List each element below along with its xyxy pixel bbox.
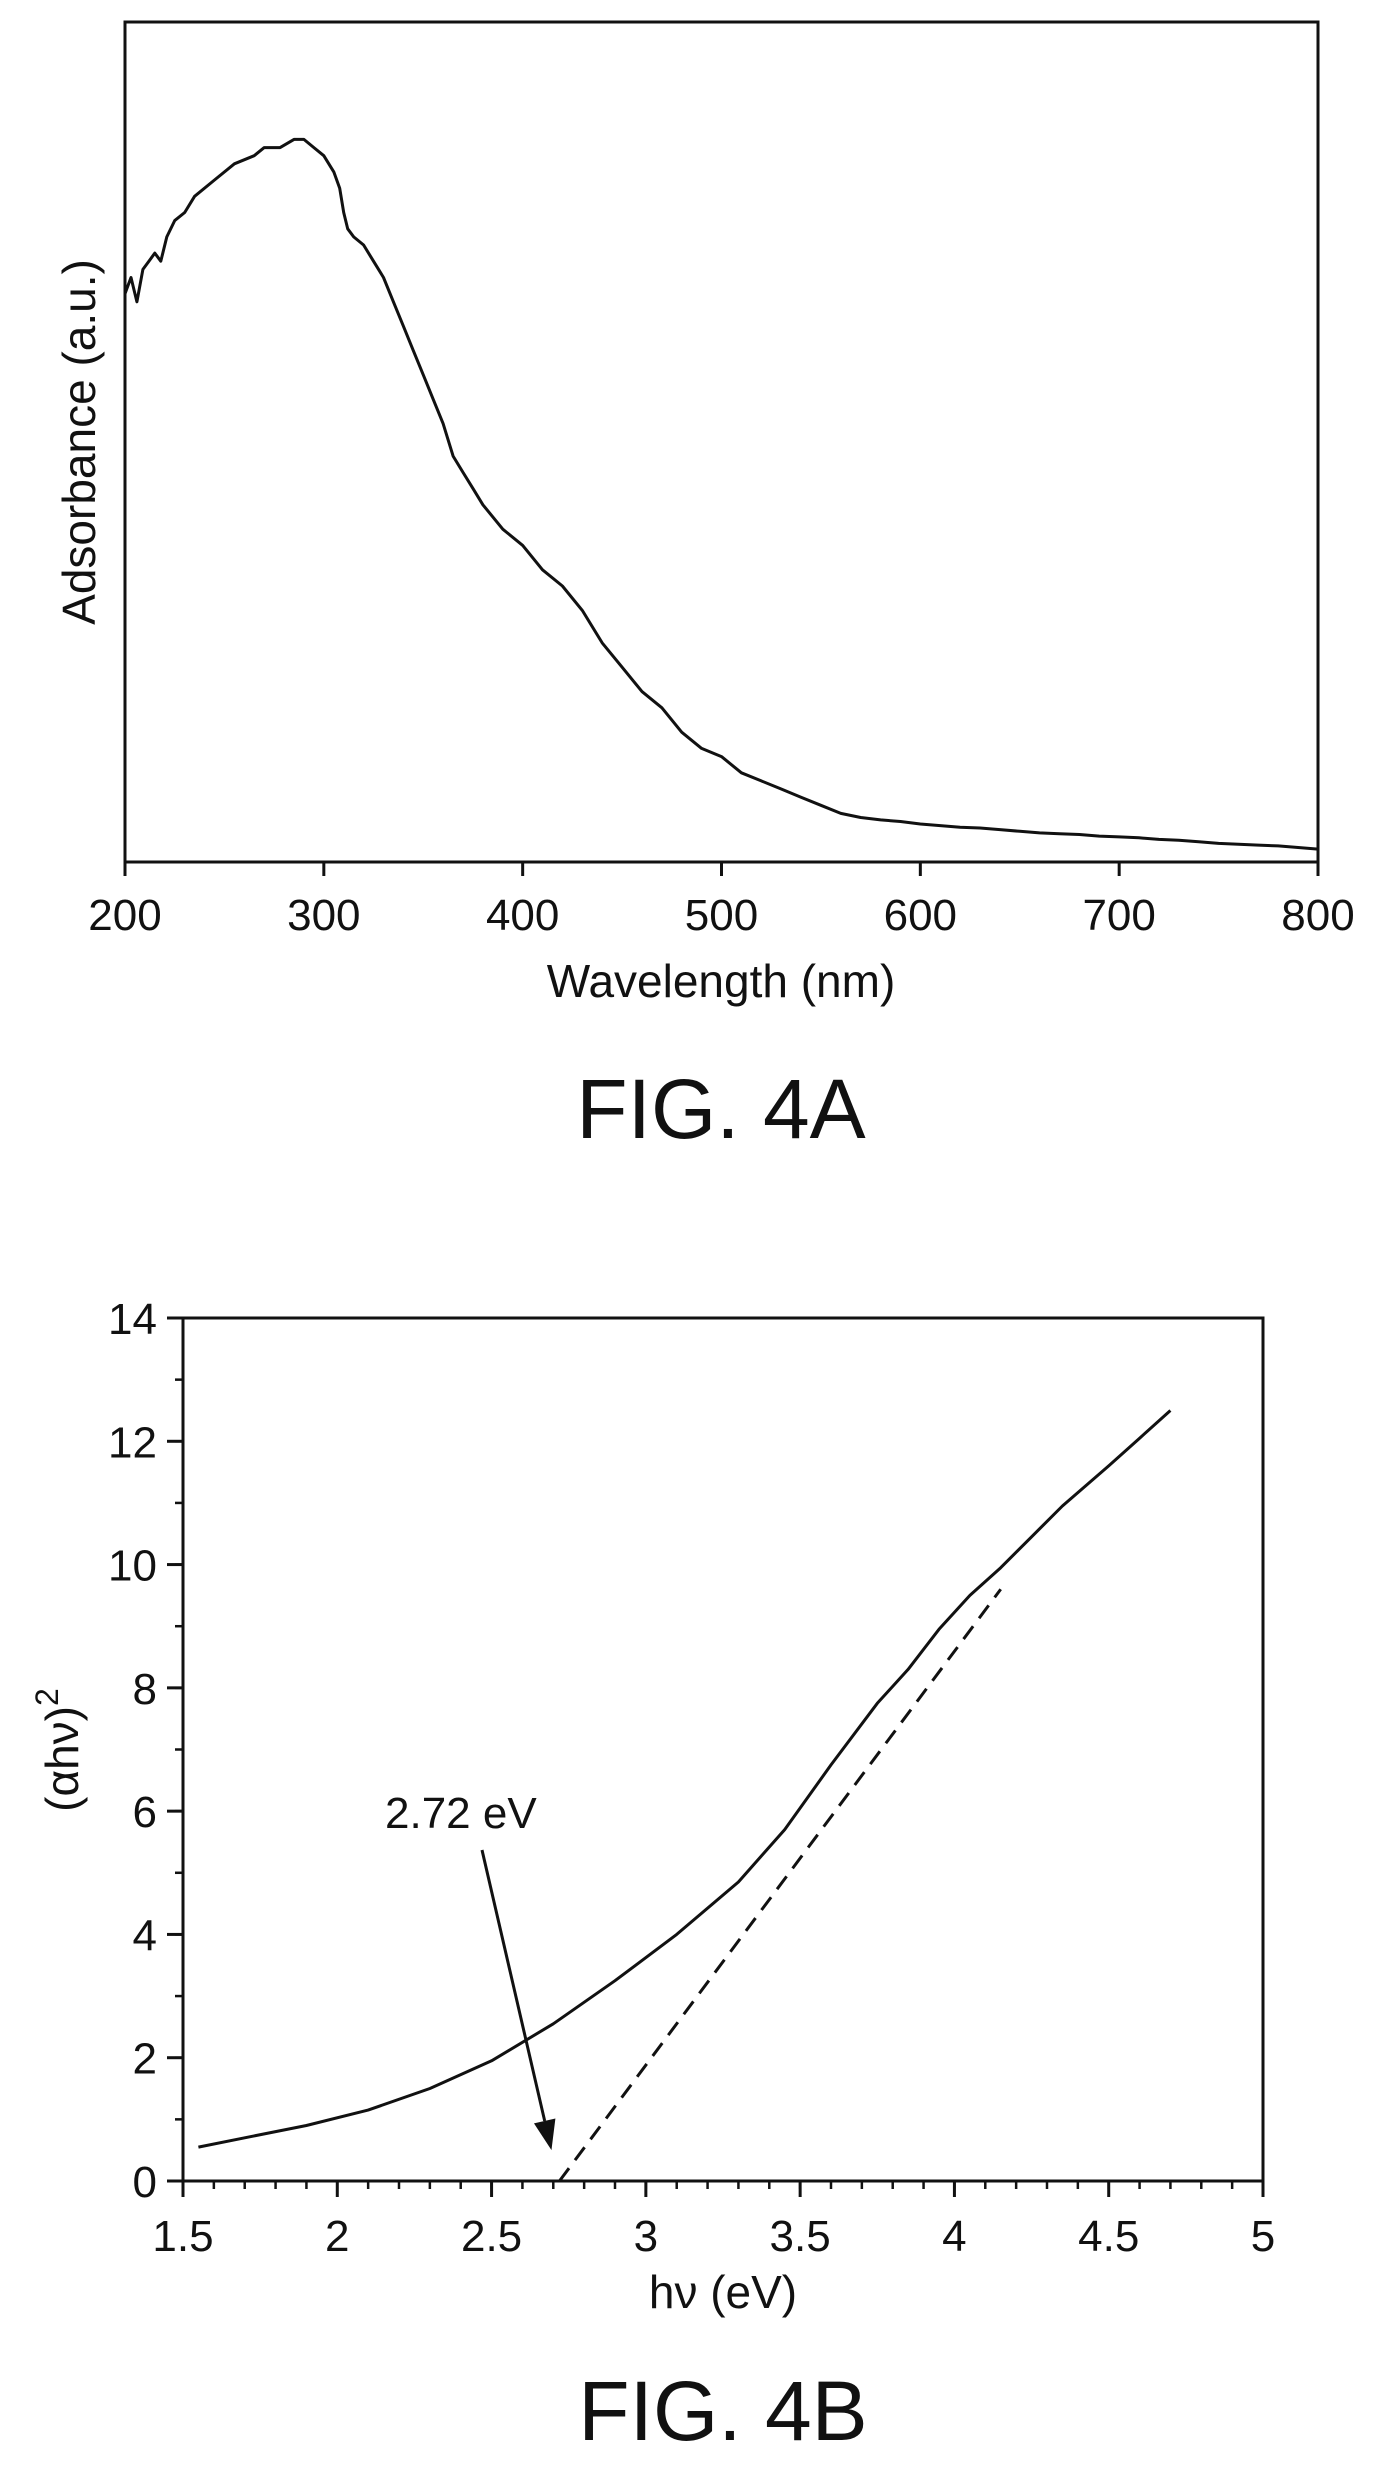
fig4b-caption: FIG. 4B [578,2364,867,2458]
fig4a-x-tick-label: 400 [486,891,559,940]
fig4a-x-tick-label: 700 [1082,891,1155,940]
fig4a-x-tick-label: 500 [685,891,758,940]
fig4b-x-ticks [181,2181,1265,2197]
fig4a-caption: FIG. 4A [576,1062,865,1156]
fig4b-y-tick-label: 8 [133,1665,157,1714]
fig4a-x-tick-label: 300 [287,891,360,940]
fig4b-y-axis-label-superscript: 2 [29,1688,65,1706]
fig4a-x-tick-label: 600 [884,891,957,940]
fig4a-x-tick-label: 800 [1281,891,1354,940]
fig4b-y-tick-label: 0 [133,2158,157,2207]
fig4b-annotation-arrow-head [533,2118,556,2151]
fig4a-x-ticks [123,862,1320,876]
fig4b-x-tick-label: 2 [325,2212,349,2261]
fig4b-x-tick-labels: 1.5 2 2.5 3 3.5 4 4.5 5 [152,2212,1275,2261]
fig4b-y-tick-label: 12 [108,1418,157,1467]
fig4b-tauc-curve [198,1409,1172,2149]
fig4b-x-tick-label: 5 [1251,2212,1275,2261]
fig4b-y-tick-label: 10 [108,1542,157,1591]
fig4b-y-tick-label: 6 [133,1788,157,1837]
fig4b-x-tick-label: 3.5 [770,2212,831,2261]
fig4b-x-tick-label: 4 [942,2212,966,2261]
fig4a-absorbance-line [123,137,1319,851]
fig4b-x-tick-label: 2.5 [461,2212,522,2261]
fig4a-x-tick-label: 200 [88,891,161,940]
fig4b-y-tick-label: 2 [133,2035,157,2084]
fig4b-y-ticks [167,1316,183,2183]
fig4a-x-tick-labels: 200 300 400 500 600 700 800 [88,891,1354,940]
fig4b-plot-frame [181,1316,1265,2183]
fig4a-x-axis-label: Wavelength (nm) [547,955,896,1007]
fig4b-y-axis-label: (αhν)2 [29,1688,88,1812]
fig4a-plot-frame [123,20,1320,864]
fig4b-x-tick-label: 4.5 [1078,2212,1139,2261]
fig4b-x-tick-label: 1.5 [152,2212,213,2261]
fig4b-y-tick-labels: 0 2 4 6 8 10 12 14 [108,1295,157,2207]
fig4b-y-tick-label: 14 [108,1295,157,1344]
fig4b-x-tick-label: 3 [634,2212,658,2261]
fig4b-y-tick-label: 4 [133,1911,157,1960]
fig4a-y-axis-label: Adsorbance (a.u.) [53,259,105,625]
fig4b-annotation-arrow-line [480,1849,547,2122]
chart-fig4a: 200 300 400 500 600 700 800 Wavelength (nm) Ad… [53,20,1355,1156]
fig4b-bandgap-annotation: 2.72 eV [385,1789,537,1838]
chart-fig4b: 1.5 2 2.5 3 3.5 4 4.5 5 0 2 4 6 8 10 12 14 2.72 eV hν … [29,1295,1275,2458]
fig4b-x-axis-label: hν (eV) [649,2266,797,2318]
fig4b-linear-extrapolation-line [558,1588,1002,2182]
fig4b-y-axis-label-base: (αhν) [36,1706,88,1812]
